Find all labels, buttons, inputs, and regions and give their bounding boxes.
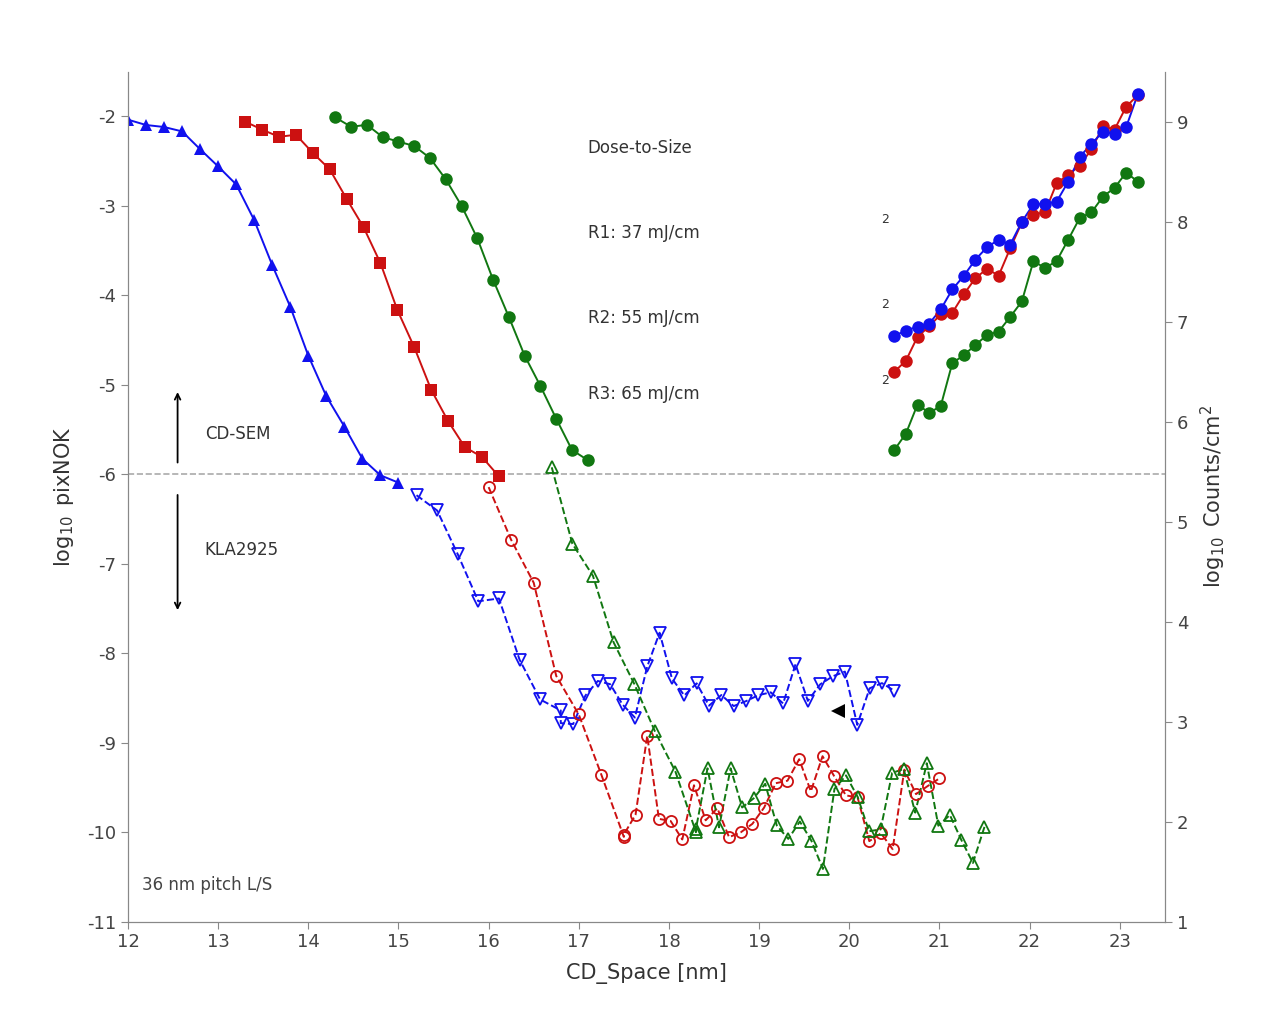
X-axis label: CD_Space [nm]: CD_Space [nm] (566, 963, 727, 983)
Text: 2: 2 (881, 213, 888, 226)
Text: KLA2925: KLA2925 (205, 542, 279, 559)
Text: R1: 37 mJ/cm: R1: 37 mJ/cm (588, 223, 700, 242)
Text: Dose-to-Size: Dose-to-Size (588, 138, 692, 157)
Y-axis label: $\log_{10}$ pixNOK: $\log_{10}$ pixNOK (51, 426, 76, 567)
Text: CD-SEM: CD-SEM (205, 425, 270, 443)
Text: 36 nm pitch L/S: 36 nm pitch L/S (142, 877, 271, 894)
Y-axis label: $\log_{10}$ Counts/cm$^{2}$: $\log_{10}$ Counts/cm$^{2}$ (1199, 406, 1229, 588)
Text: 2: 2 (881, 374, 888, 387)
Text: R2: 55 mJ/cm: R2: 55 mJ/cm (588, 308, 699, 327)
Text: 2: 2 (881, 298, 888, 311)
Text: R3: 65 mJ/cm: R3: 65 mJ/cm (588, 385, 699, 402)
